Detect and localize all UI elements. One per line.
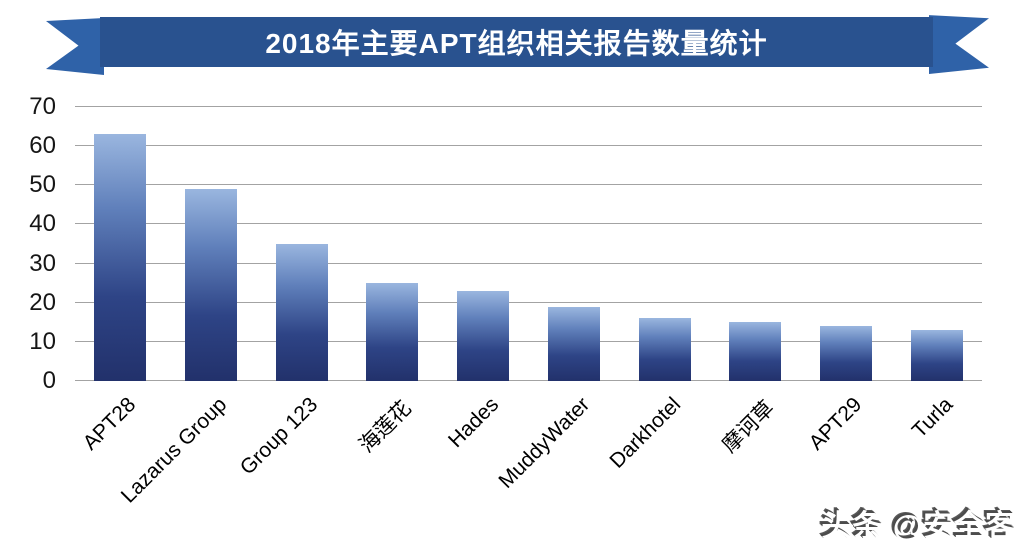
bar-Turla (910, 330, 963, 381)
gridline (75, 145, 982, 147)
plot-area (75, 106, 982, 381)
bar-摩诃草 (729, 322, 782, 381)
bar-Group 123 (275, 244, 328, 381)
ribbon-right-tail (929, 15, 989, 74)
banner-body: 2018年主要APT组织相关报告数量统计 (100, 17, 933, 67)
y-tick-label: 0 (42, 367, 56, 394)
gridline (75, 106, 982, 107)
gridline (75, 262, 982, 264)
gridline (75, 184, 982, 186)
bar-Lazarus Group (185, 189, 238, 381)
bar-Hades (457, 290, 510, 381)
title-banner: 2018年主要APT组织相关报告数量统计 (0, 0, 1024, 90)
gridline (75, 301, 982, 303)
bar-APT29 (819, 326, 872, 381)
ribbon-left-tail (46, 18, 104, 75)
y-tick-label: 20 (29, 288, 56, 316)
bar-海莲花 (366, 283, 419, 381)
y-tick-label: 70 (29, 93, 56, 120)
y-axis-labels: 0 10 20 30 40 50 60 70 (0, 93, 56, 394)
y-tick-label: 30 (29, 249, 56, 277)
y-tick-label: 50 (29, 171, 56, 199)
y-tick-label: 60 (29, 132, 56, 160)
y-tick-label: 40 (29, 210, 56, 238)
bar-APT28 (94, 134, 147, 381)
gridline (75, 380, 982, 381)
watermark: 头条 @安全客 (821, 510, 1016, 543)
gridline (75, 340, 982, 342)
chart-title: 2018年主要APT组织相关报告数量统计 (265, 28, 768, 59)
gridline (75, 223, 982, 225)
y-tick-label: 10 (29, 327, 56, 355)
bar-Darkhotel (638, 318, 691, 381)
bar-MuddyWater (547, 306, 600, 381)
